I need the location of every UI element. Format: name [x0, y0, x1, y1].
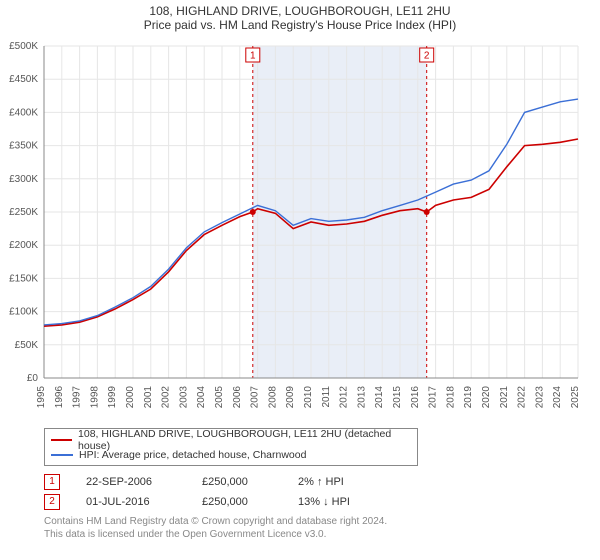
- svg-text:£250K: £250K: [9, 207, 38, 218]
- svg-text:2008: 2008: [267, 386, 278, 409]
- svg-text:2004: 2004: [196, 386, 207, 409]
- title-line-1: 108, HIGHLAND DRIVE, LOUGHBOROUGH, LE11 …: [0, 4, 600, 18]
- svg-text:2011: 2011: [321, 386, 332, 408]
- svg-text:£400K: £400K: [9, 107, 38, 118]
- svg-text:2007: 2007: [250, 386, 261, 409]
- svg-text:2015: 2015: [392, 386, 403, 409]
- svg-text:1997: 1997: [72, 386, 83, 409]
- event-price: £250,000: [202, 496, 272, 508]
- event-marker-2: 2: [44, 494, 60, 510]
- events-table: 1 22-SEP-2006 £250,000 2% ↑ HPI 2 01-JUL…: [44, 472, 570, 512]
- chart-area: 12£0£50K£100K£150K£200K£250K£300K£350K£4…: [44, 38, 584, 418]
- svg-text:2021: 2021: [499, 386, 510, 409]
- svg-text:2006: 2006: [232, 386, 243, 409]
- svg-text:2018: 2018: [445, 386, 456, 409]
- legend-label-2: HPI: Average price, detached house, Char…: [79, 449, 306, 461]
- svg-text:1995: 1995: [36, 386, 47, 409]
- svg-text:£500K: £500K: [9, 41, 38, 52]
- svg-text:2010: 2010: [303, 386, 314, 409]
- svg-text:2001: 2001: [143, 386, 154, 409]
- svg-text:2024: 2024: [552, 386, 563, 409]
- title-block: 108, HIGHLAND DRIVE, LOUGHBOROUGH, LE11 …: [0, 0, 600, 32]
- svg-text:2016: 2016: [410, 386, 421, 409]
- title-line-2: Price paid vs. HM Land Registry's House …: [0, 18, 600, 32]
- footer: Contains HM Land Registry data © Crown c…: [44, 516, 570, 541]
- event-pct: 13% ↓ HPI: [298, 496, 388, 508]
- svg-text:2025: 2025: [570, 386, 581, 409]
- svg-text:1998: 1998: [89, 386, 100, 409]
- svg-text:2022: 2022: [517, 386, 528, 409]
- event-row: 2 01-JUL-2016 £250,000 13% ↓ HPI: [44, 492, 570, 512]
- svg-text:£300K: £300K: [9, 174, 38, 185]
- legend-box: 108, HIGHLAND DRIVE, LOUGHBOROUGH, LE11 …: [44, 428, 418, 466]
- svg-text:2003: 2003: [178, 386, 189, 409]
- svg-text:£150K: £150K: [9, 273, 38, 284]
- svg-text:£200K: £200K: [9, 240, 38, 251]
- chart-svg: 12£0£50K£100K£150K£200K£250K£300K£350K£4…: [44, 38, 584, 418]
- svg-text:2014: 2014: [374, 386, 385, 409]
- svg-text:2020: 2020: [481, 386, 492, 409]
- event-date: 01-JUL-2016: [86, 496, 176, 508]
- svg-text:2012: 2012: [339, 386, 350, 409]
- legend-swatch-1: [51, 439, 72, 441]
- svg-text:£50K: £50K: [15, 340, 39, 351]
- svg-text:2000: 2000: [125, 386, 136, 409]
- svg-text:£450K: £450K: [9, 74, 38, 85]
- svg-text:2017: 2017: [428, 386, 439, 409]
- event-date: 22-SEP-2006: [86, 476, 176, 488]
- footer-line-2: This data is licensed under the Open Gov…: [44, 529, 570, 542]
- svg-text:£0: £0: [27, 373, 39, 384]
- legend-swatch-2: [51, 454, 73, 456]
- svg-text:2: 2: [424, 51, 430, 62]
- svg-text:1999: 1999: [107, 386, 118, 409]
- footer-line-1: Contains HM Land Registry data © Crown c…: [44, 516, 570, 529]
- svg-text:2013: 2013: [356, 386, 367, 409]
- svg-text:2009: 2009: [285, 386, 296, 409]
- legend-row: 108, HIGHLAND DRIVE, LOUGHBOROUGH, LE11 …: [51, 432, 411, 447]
- chart-container: 108, HIGHLAND DRIVE, LOUGHBOROUGH, LE11 …: [0, 0, 600, 560]
- event-row: 1 22-SEP-2006 £250,000 2% ↑ HPI: [44, 472, 570, 492]
- svg-text:1: 1: [250, 51, 256, 62]
- svg-text:£350K: £350K: [9, 141, 38, 152]
- svg-text:£100K: £100K: [9, 307, 38, 318]
- event-price: £250,000: [202, 476, 272, 488]
- svg-text:2005: 2005: [214, 386, 225, 409]
- event-marker-1: 1: [44, 474, 60, 490]
- svg-text:1996: 1996: [54, 386, 65, 409]
- svg-text:2019: 2019: [463, 386, 474, 409]
- svg-text:2023: 2023: [534, 386, 545, 409]
- event-pct: 2% ↑ HPI: [298, 476, 388, 488]
- svg-text:2002: 2002: [161, 386, 172, 409]
